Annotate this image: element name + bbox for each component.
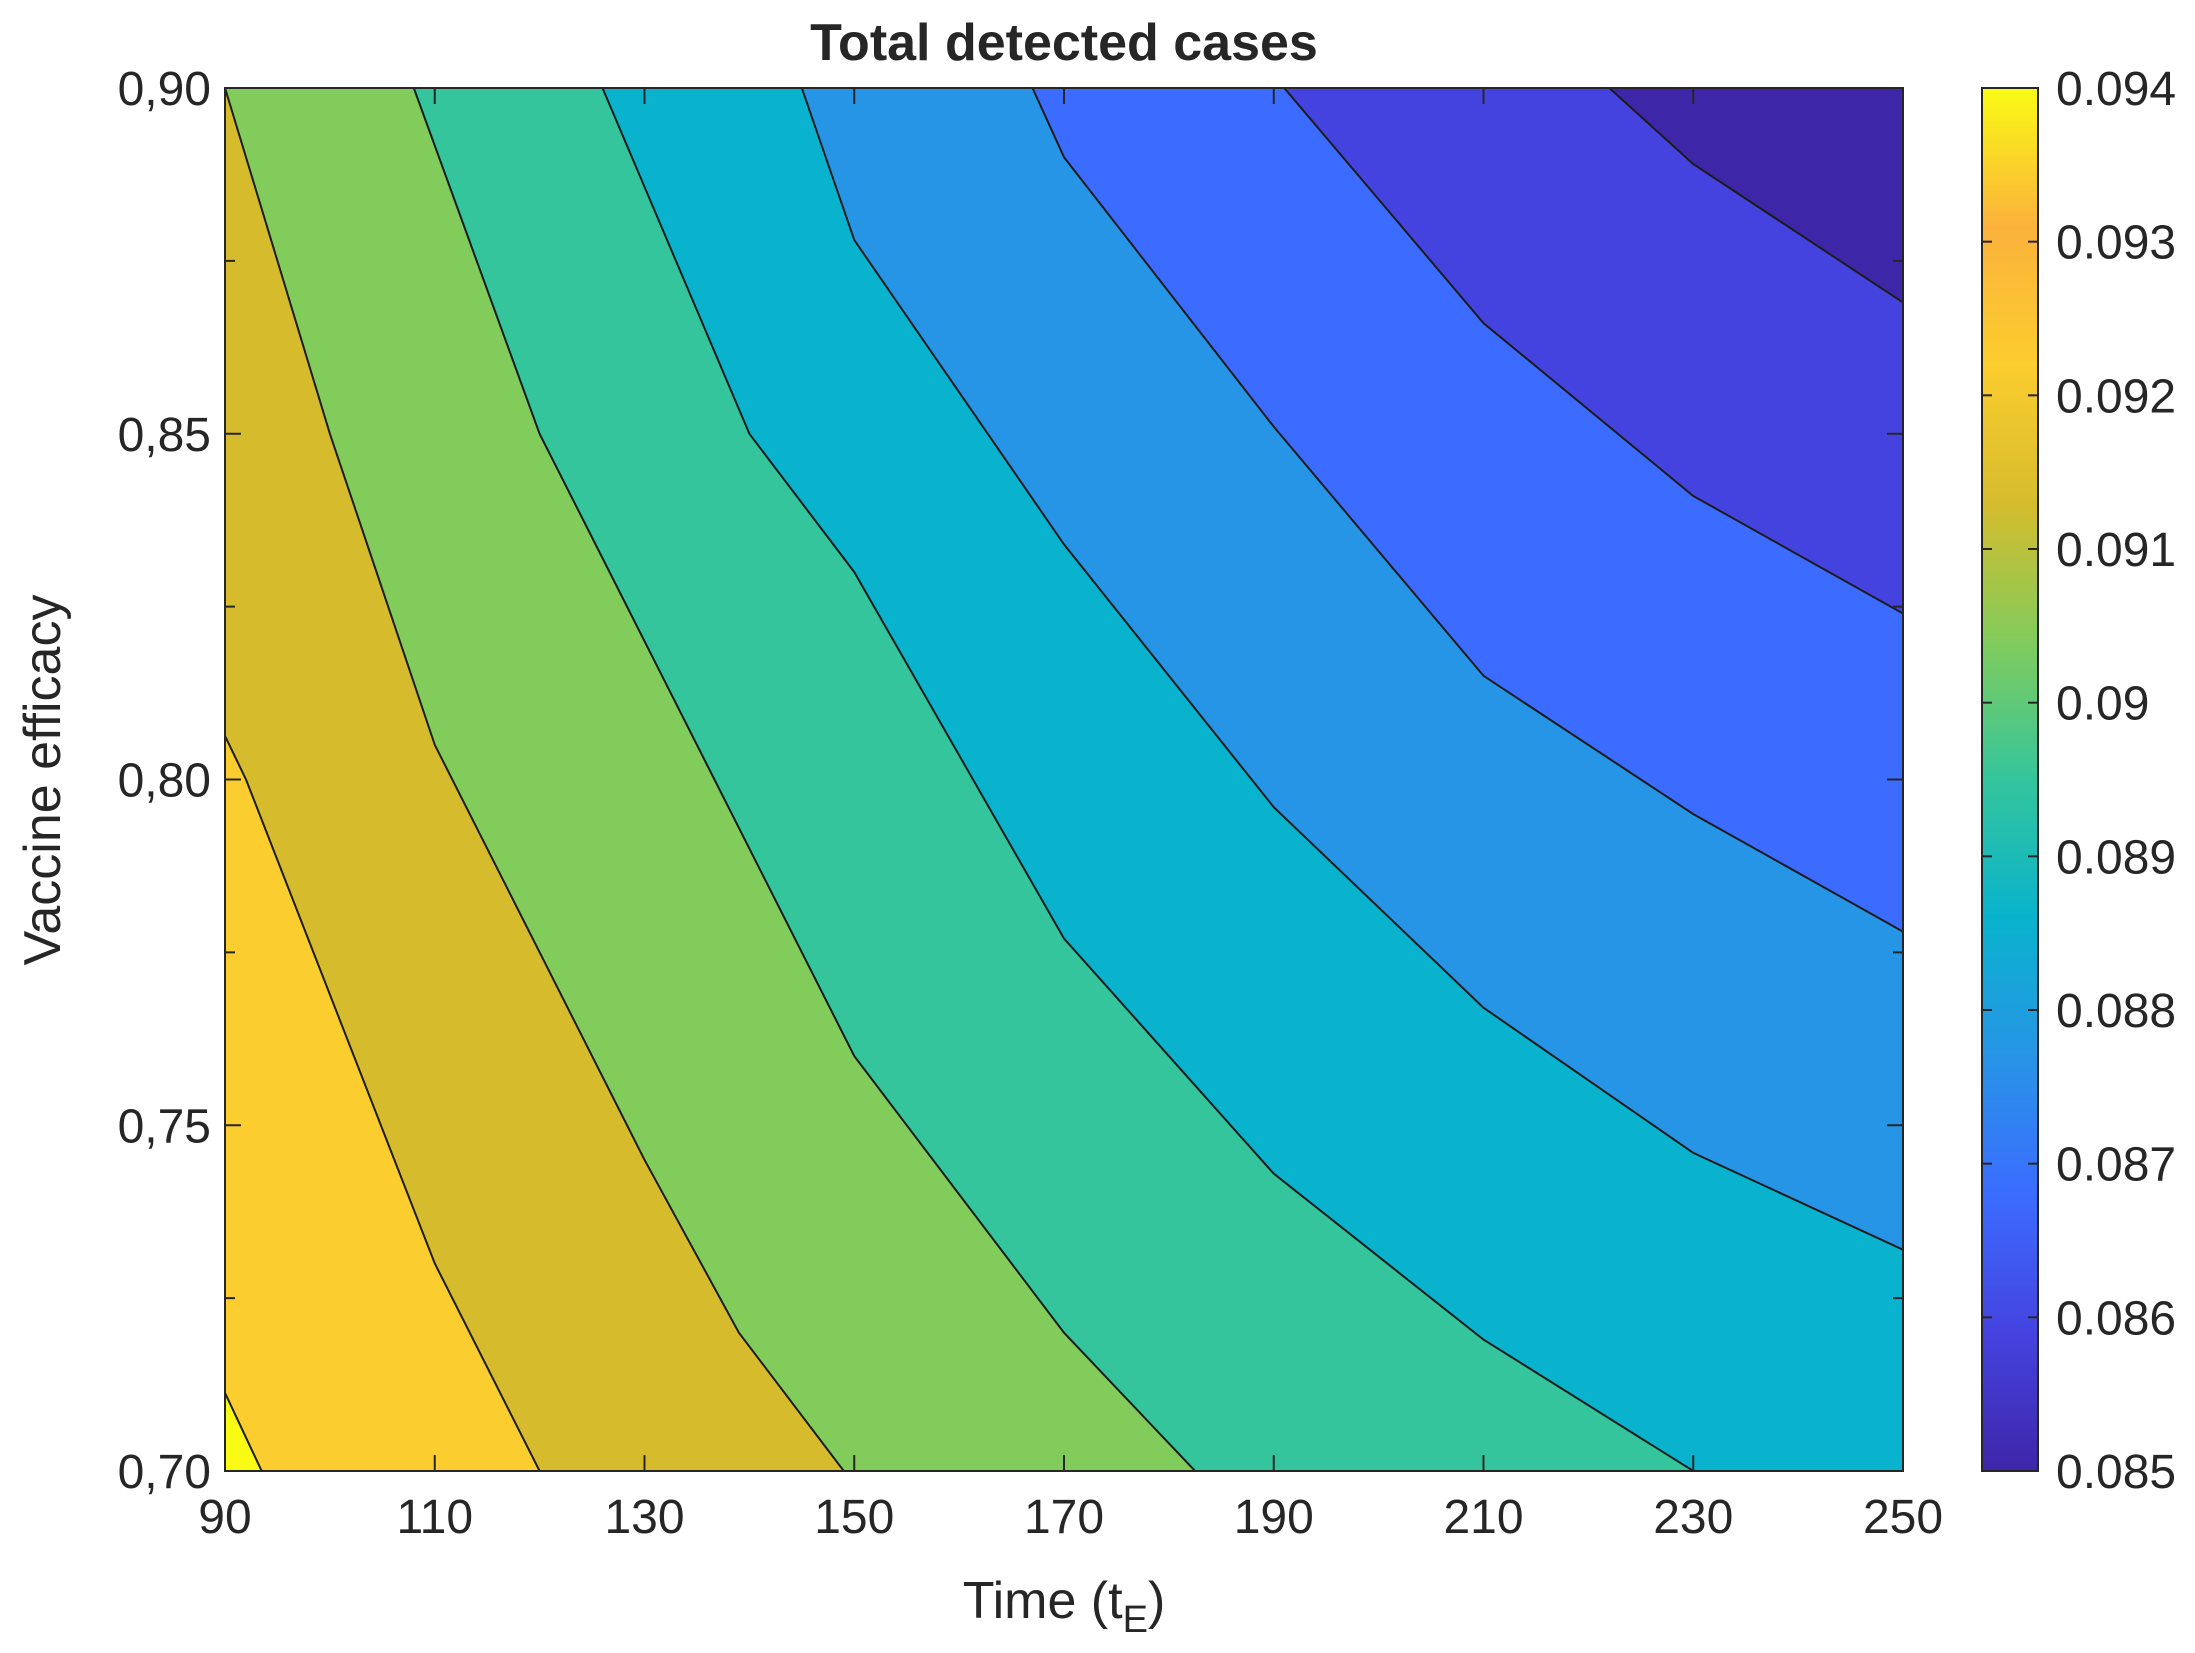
contour-line — [1031, 88, 1903, 933]
contour-band — [1284, 88, 1903, 614]
y-tick-label: 0,80 — [118, 755, 211, 808]
contour-line — [412, 88, 1196, 1471]
x-axis: 90 110 130 150 170 190 210 230 250 — [198, 88, 1943, 1544]
contour-line — [1608, 88, 1903, 304]
x-tick-label: 170 — [1024, 1491, 1104, 1544]
y-tick-label: 0,70 — [118, 1446, 211, 1499]
x-tick-label: 210 — [1443, 1491, 1523, 1544]
colorbar-tick-label: 0.086 — [2056, 1292, 2176, 1345]
contour-line — [225, 1392, 263, 1471]
x-axis-label-close: ) — [1148, 1572, 1165, 1630]
y-axis-label: Vaccine efficacy — [14, 595, 72, 966]
contour-line — [1283, 88, 1903, 615]
colorbar-tick-label: 0.089 — [2056, 831, 2176, 884]
x-axis-label: Time (tE) — [963, 1572, 1166, 1641]
colorbar-tick-label: 0.092 — [2056, 370, 2176, 423]
colorbar-tick-label: 0.087 — [2056, 1139, 2176, 1192]
x-axis-label-subscript: E — [1123, 1599, 1148, 1641]
y-axis: 0,70 0,75 0,80 0,85 0,90 — [118, 63, 1903, 1499]
x-tick-label: 190 — [1234, 1491, 1314, 1544]
contour-line — [225, 735, 541, 1471]
contour-bands — [225, 88, 1903, 1471]
contour-line — [800, 88, 1903, 1251]
x-tick-label: 110 — [396, 1491, 473, 1544]
colorbar-tick-label: 0.088 — [2056, 985, 2176, 1038]
colorbar-tick-label: 0.093 — [2056, 217, 2176, 270]
colorbar-tick-label: 0.091 — [2056, 524, 2176, 577]
y-tick-label: 0,75 — [118, 1100, 211, 1153]
y-tick-label: 0,85 — [118, 409, 211, 462]
chart-title: Total detected cases — [810, 14, 1318, 72]
colorbar-tick-label: 0.09 — [2056, 678, 2149, 731]
colorbar-tick-label: 0.085 — [2056, 1446, 2176, 1499]
colorbar: 0.094 0.093 0.092 0.091 0.09 0.089 0.088 0.087 0… — [1981, 63, 2176, 1499]
x-axis-label-main: Time (t — [963, 1572, 1123, 1630]
colorbar-ticks: 0.094 0.093 0.092 0.091 0.09 0.089 0.088 0.087 0… — [1982, 63, 2176, 1499]
x-tick-label: 130 — [604, 1491, 684, 1544]
colorbar-gradient — [1981, 87, 2039, 1472]
y-tick-label: 0,90 — [118, 63, 211, 116]
x-tick-label: 230 — [1653, 1491, 1733, 1544]
contour-band — [1609, 88, 1903, 303]
x-tick-label: 250 — [1863, 1491, 1943, 1544]
x-tick-label: 150 — [814, 1491, 894, 1544]
colorbar-tick-label: 0.094 — [2056, 63, 2176, 116]
contour-lines — [225, 88, 1903, 1471]
x-tick-label: 90 — [198, 1491, 251, 1544]
contour-line — [601, 88, 1694, 1471]
contour-line — [225, 88, 845, 1471]
